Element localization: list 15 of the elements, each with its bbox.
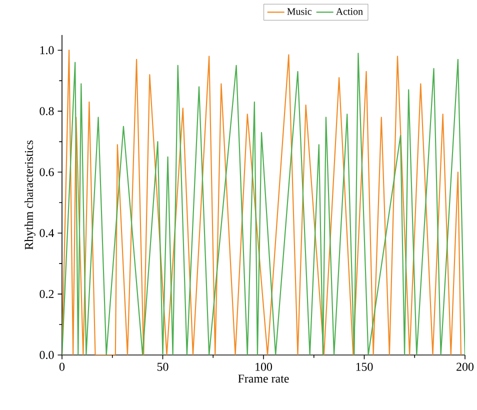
y-tick-label: 0.0 (40, 350, 54, 360)
legend-label: Music (287, 8, 312, 15)
x-tick-label: 100 (256, 362, 272, 371)
x-axis-title: Frame rate (238, 374, 289, 383)
x-tick-label: 150 (356, 362, 373, 371)
legend-label: Action (336, 8, 363, 15)
y-tick-label: 0.8 (40, 107, 54, 116)
x-tick-label: 50 (157, 362, 168, 371)
x-tick-label: 200 (456, 362, 474, 371)
x-tick-label: 0 (59, 362, 65, 371)
y-axis-title: Rhythm characteristics (24, 140, 36, 250)
y-tick-label: 0.6 (40, 168, 54, 176)
y-tick-label: 1.0 (40, 46, 54, 54)
y-tick-label: 0.4 (40, 229, 54, 238)
y-tick-label: 0.2 (40, 290, 54, 298)
